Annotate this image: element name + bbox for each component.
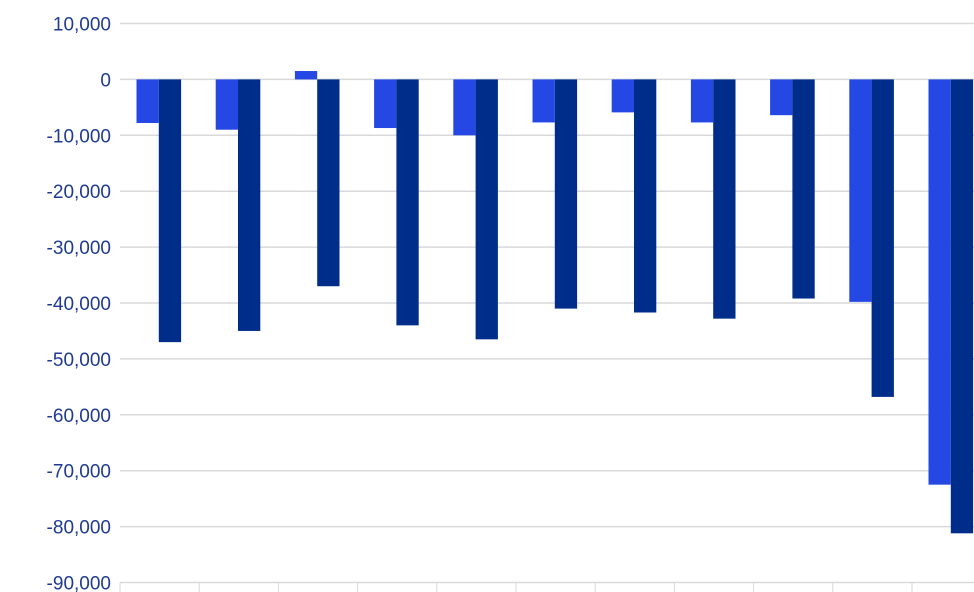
bar — [713, 79, 736, 319]
y-tick-label: 0 — [100, 70, 111, 91]
bar — [871, 79, 894, 397]
bar — [849, 79, 872, 302]
bar — [453, 79, 476, 136]
bar — [396, 79, 419, 326]
y-tick-label: -60,000 — [47, 406, 111, 427]
bar — [317, 79, 340, 287]
y-tick-label: -30,000 — [47, 238, 111, 259]
bar — [294, 71, 318, 80]
x-axis: 2011201220132014201520162017201820192020… — [119, 582, 973, 592]
y-tick-label: -40,000 — [47, 294, 111, 315]
bar — [792, 79, 815, 299]
bar — [158, 79, 182, 343]
bar — [928, 79, 951, 485]
y-axis: 10,000 0 -10,000 -20,000 -30,000 -40,000 -50,0… — [47, 15, 111, 592]
y-tick-label: -80,000 — [47, 518, 111, 539]
bar — [475, 79, 498, 340]
bar — [532, 79, 555, 123]
y-tick-label: 10,000 — [53, 15, 111, 36]
bar — [136, 79, 159, 124]
y-tick-label: -90,000 — [47, 574, 111, 592]
y-tick-label: -10,000 — [47, 126, 111, 147]
y-tick-label: -70,000 — [47, 462, 111, 483]
bar — [374, 79, 397, 129]
bar — [611, 79, 634, 113]
bar — [950, 79, 974, 534]
bar — [634, 79, 657, 313]
y-tick-label: -20,000 — [47, 182, 111, 203]
bar — [770, 79, 793, 116]
bar — [554, 79, 578, 309]
bar — [215, 79, 238, 130]
y-tick-label: -50,000 — [47, 350, 111, 371]
bar — [238, 79, 261, 331]
bars — [136, 71, 974, 534]
bar — [690, 79, 714, 123]
